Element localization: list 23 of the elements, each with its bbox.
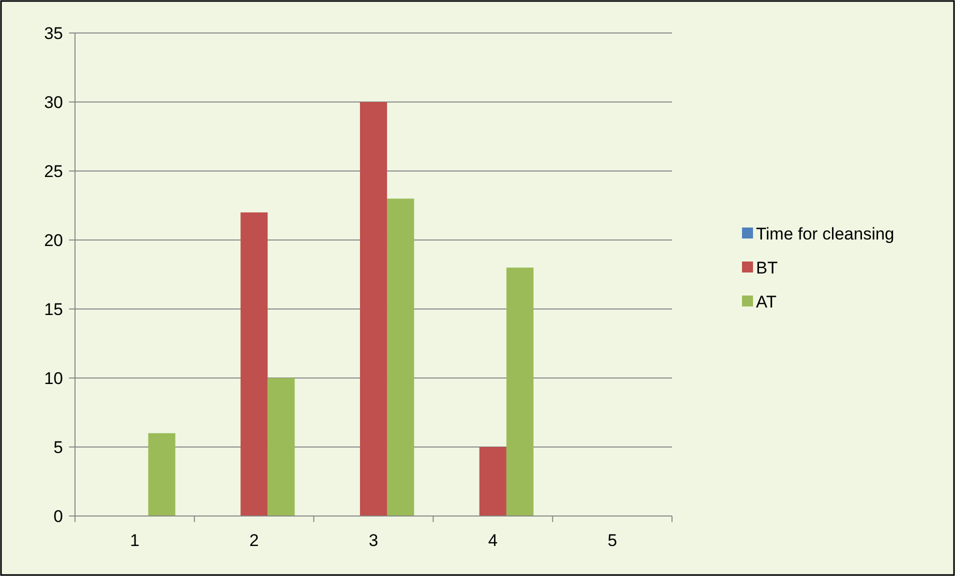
bar: [240, 212, 268, 516]
legend-label: Time for cleansing: [756, 224, 894, 244]
y-tick-label: 35: [44, 24, 63, 43]
y-tick-label: 0: [54, 506, 63, 526]
bar: [387, 198, 414, 516]
legend-label: BT: [756, 258, 778, 278]
y-tick-label: 25: [44, 162, 63, 181]
bar: [506, 268, 534, 516]
legend-label: AT: [756, 292, 776, 312]
y-tick-label: 30: [44, 92, 63, 112]
bar: [268, 378, 295, 516]
bar: [360, 102, 388, 516]
x-tick-label: 5: [608, 531, 618, 550]
x-tick-label: 3: [368, 531, 378, 550]
bar: [479, 447, 506, 516]
y-tick-label: 10: [44, 368, 63, 388]
x-tick-label: 1: [130, 531, 140, 550]
y-tick-label: 5: [54, 438, 63, 457]
y-tick-label: 15: [44, 300, 63, 319]
y-tick-label: 20: [44, 230, 63, 250]
bar: [148, 433, 176, 516]
x-tick-label: 2: [249, 531, 259, 550]
x-tick-label: 4: [488, 531, 498, 550]
